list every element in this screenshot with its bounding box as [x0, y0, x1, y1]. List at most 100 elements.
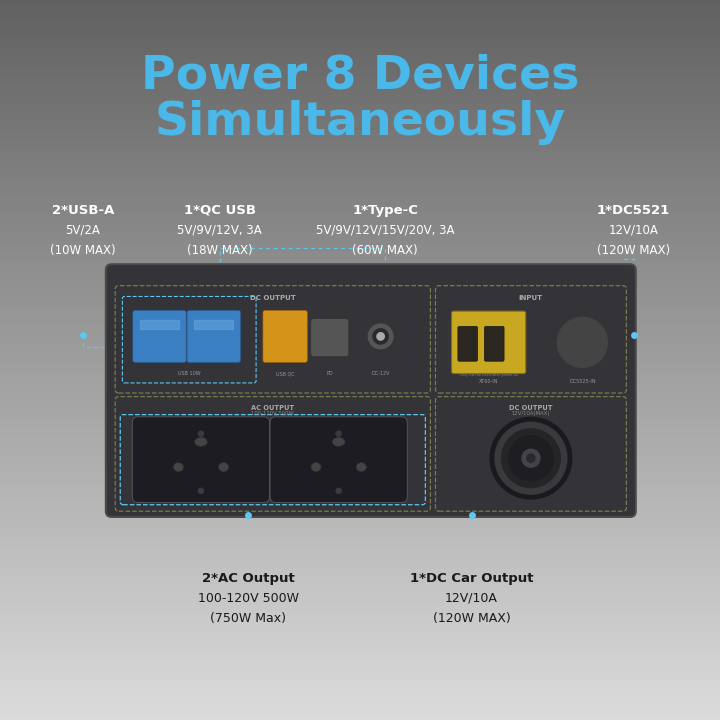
- Bar: [0, 551, 720, 554]
- FancyBboxPatch shape: [458, 326, 477, 361]
- Bar: [0, 349, 720, 353]
- Circle shape: [569, 328, 596, 356]
- Text: 5V/9V/12V, 3A: 5V/9V/12V, 3A: [177, 224, 262, 237]
- Bar: [0, 569, 720, 572]
- Bar: [0, 706, 720, 709]
- Bar: [0, 338, 720, 342]
- Ellipse shape: [356, 463, 366, 472]
- Circle shape: [527, 454, 535, 462]
- FancyBboxPatch shape: [270, 417, 408, 503]
- Bar: [0, 230, 720, 234]
- Bar: [0, 367, 720, 371]
- Bar: [0, 680, 720, 684]
- Bar: [0, 29, 720, 32]
- Bar: [0, 227, 720, 230]
- Bar: [0, 90, 720, 94]
- Bar: [0, 716, 720, 720]
- Bar: [0, 76, 720, 79]
- Bar: [0, 688, 720, 691]
- Bar: [0, 263, 720, 266]
- Text: (10W MAX): (10W MAX): [50, 244, 116, 257]
- Bar: [0, 241, 720, 245]
- Bar: [0, 464, 720, 468]
- Circle shape: [377, 333, 384, 340]
- Bar: [0, 508, 720, 511]
- Bar: [0, 176, 720, 180]
- Bar: [0, 371, 720, 374]
- Bar: [0, 11, 720, 14]
- Text: 12V/10A: 12V/10A: [608, 224, 659, 237]
- Bar: [0, 425, 720, 428]
- Bar: [0, 317, 720, 320]
- Bar: [0, 234, 720, 238]
- Bar: [0, 446, 720, 450]
- Bar: [0, 382, 720, 385]
- Text: 1*DC5521: 1*DC5521: [597, 204, 670, 217]
- Bar: [194, 320, 233, 329]
- FancyBboxPatch shape: [311, 318, 348, 356]
- Bar: [0, 374, 720, 378]
- Text: USB QC: USB QC: [276, 372, 294, 377]
- Bar: [0, 450, 720, 454]
- Bar: [0, 709, 720, 713]
- Text: AC OUTPUT: AC OUTPUT: [251, 405, 294, 410]
- Bar: [0, 612, 720, 616]
- Bar: [0, 677, 720, 680]
- Bar: [0, 212, 720, 216]
- Text: 100-120V 500W: 100-120V 500W: [251, 411, 294, 416]
- Bar: [0, 180, 720, 184]
- Bar: [0, 270, 720, 274]
- Bar: [0, 302, 720, 306]
- Bar: [0, 414, 720, 418]
- Ellipse shape: [311, 463, 321, 472]
- Bar: [0, 83, 720, 86]
- Bar: [0, 40, 720, 43]
- Bar: [0, 515, 720, 518]
- Bar: [0, 662, 720, 666]
- Bar: [0, 223, 720, 227]
- Bar: [0, 119, 720, 122]
- Text: 1*DC Car Output: 1*DC Car Output: [410, 572, 534, 585]
- FancyBboxPatch shape: [187, 310, 240, 362]
- Bar: [0, 558, 720, 562]
- Bar: [0, 533, 720, 536]
- Bar: [0, 259, 720, 263]
- Bar: [0, 500, 720, 504]
- Bar: [0, 137, 720, 140]
- Bar: [0, 202, 720, 205]
- Bar: [0, 644, 720, 648]
- Bar: [0, 256, 720, 259]
- Bar: [0, 518, 720, 522]
- Ellipse shape: [174, 463, 184, 472]
- Bar: [0, 410, 720, 414]
- Bar: [0, 436, 720, 439]
- Bar: [0, 594, 720, 598]
- Ellipse shape: [194, 437, 207, 446]
- Bar: [0, 497, 720, 500]
- Text: 2*USB-A: 2*USB-A: [52, 204, 114, 217]
- Circle shape: [198, 488, 204, 493]
- Text: 100-120V 500W: 100-120V 500W: [198, 592, 299, 605]
- Bar: [0, 198, 720, 202]
- Bar: [140, 320, 179, 329]
- Bar: [0, 360, 720, 364]
- Bar: [0, 313, 720, 317]
- Bar: [0, 104, 720, 108]
- Text: 12V/10A(MAX): 12V/10A(MAX): [512, 411, 550, 416]
- Bar: [0, 378, 720, 382]
- Bar: [0, 385, 720, 389]
- Text: DC-12V: DC-12V: [372, 372, 390, 377]
- Bar: [0, 248, 720, 252]
- FancyBboxPatch shape: [132, 417, 269, 503]
- Bar: [0, 7, 720, 11]
- Bar: [0, 400, 720, 403]
- Bar: [0, 443, 720, 446]
- Bar: [0, 605, 720, 608]
- Bar: [0, 407, 720, 410]
- Bar: [0, 155, 720, 158]
- Bar: [0, 0, 720, 4]
- Text: INPUT: INPUT: [519, 295, 543, 301]
- Bar: [0, 475, 720, 479]
- Bar: [0, 50, 720, 54]
- Bar: [0, 133, 720, 137]
